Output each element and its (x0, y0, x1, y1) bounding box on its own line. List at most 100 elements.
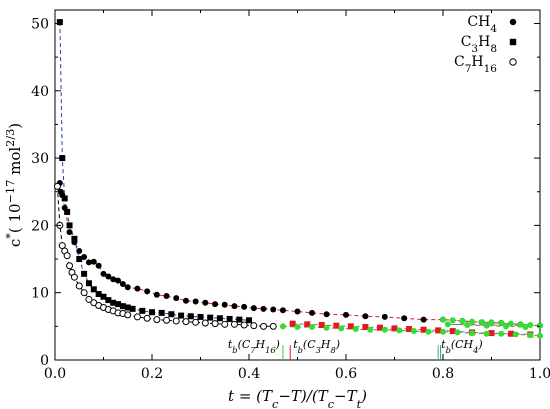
data-point-0 (260, 305, 267, 312)
data-point-2 (192, 318, 200, 326)
extra-point-1 (347, 323, 354, 330)
data-point-0 (90, 258, 97, 265)
data-point-0 (76, 247, 83, 254)
extra-point-0 (527, 322, 534, 328)
data-point-1 (85, 280, 92, 287)
data-point-2 (172, 317, 180, 325)
extra-point-2 (527, 332, 534, 339)
data-point-2 (66, 262, 74, 270)
threshold-lines (282, 345, 442, 360)
data-point-0 (81, 254, 88, 261)
extra-point-1 (304, 321, 311, 328)
extra-point-0 (498, 319, 505, 326)
extra-point-0 (459, 317, 466, 324)
data-point-0 (192, 298, 199, 305)
data-point-1 (81, 270, 88, 277)
extra-point-0 (449, 317, 456, 324)
data-point-1 (119, 303, 126, 310)
extra-point-2 (483, 330, 490, 337)
extra-point-2 (309, 324, 316, 331)
data-point-1 (59, 155, 66, 162)
data-point-2 (53, 182, 61, 190)
data-point-1 (149, 309, 155, 316)
data-point-0 (173, 295, 180, 302)
data-point-2 (230, 320, 238, 328)
extra-point-0 (522, 324, 529, 331)
extra-point-2 (537, 332, 543, 339)
x-tick-label: 0.0 (44, 366, 66, 382)
data-point-1 (66, 222, 73, 229)
data-point-1 (168, 311, 175, 318)
data-point-1 (216, 315, 223, 322)
legend-marker-2 (509, 58, 517, 66)
extra-point-2 (294, 324, 301, 331)
data-point-0 (163, 293, 170, 300)
data-point-1 (197, 313, 204, 320)
data-point-2 (153, 316, 161, 324)
threshold-label-0: tb(C7H16) (228, 338, 280, 355)
extra-point-2 (279, 323, 286, 330)
data-point-2 (85, 295, 93, 303)
data-point-1 (207, 314, 214, 321)
data-point-2 (260, 322, 268, 330)
data-point-0 (100, 270, 107, 277)
data-point-0 (362, 313, 369, 320)
data-point-1 (61, 195, 68, 202)
data-point-0 (85, 259, 92, 266)
extra-point-1 (391, 325, 398, 332)
extra-point-0 (488, 319, 495, 326)
extra-point-1 (435, 327, 442, 334)
extra-point-1 (488, 330, 495, 337)
data-point-1 (76, 256, 83, 263)
data-point-0 (294, 308, 301, 315)
data-point-1 (64, 208, 71, 215)
x-tick-label: 0.4 (238, 366, 260, 382)
data-point-0 (66, 229, 73, 236)
extra-point-2 (440, 328, 446, 335)
y-tick-label: 20 (31, 218, 49, 234)
data-point-0 (119, 280, 126, 287)
x-tick-label: 0.2 (141, 366, 163, 382)
data-point-2 (163, 316, 171, 324)
data-point-1 (158, 309, 165, 316)
extra-point-1 (507, 330, 514, 337)
extra-point-0 (464, 322, 471, 328)
data-point-2 (221, 320, 229, 328)
extra-point-2 (469, 330, 476, 337)
extra-point-2 (425, 328, 432, 335)
extra-point-2 (454, 329, 461, 336)
data-point-2 (250, 322, 258, 330)
data-point-1 (124, 304, 131, 311)
data-point-2 (269, 322, 277, 330)
extra-point-0 (469, 318, 476, 325)
data-point-0 (381, 313, 388, 320)
fit-curve-1 (59, 22, 250, 321)
extra-point-2 (381, 326, 388, 333)
data-point-2 (182, 318, 190, 326)
data-point-1 (71, 235, 78, 242)
extra-point-0 (440, 316, 446, 323)
data-point-1 (90, 286, 97, 293)
data-point-2 (80, 289, 88, 297)
y-tick-label: 0 (40, 353, 49, 369)
data-point-1 (178, 312, 185, 319)
threshold-label-2: tb(CH4) (441, 338, 483, 355)
data-point-0 (231, 303, 238, 310)
extra-point-1 (376, 324, 383, 331)
data-point-0 (134, 285, 141, 292)
extra-point-1 (362, 324, 369, 331)
data-point-0 (182, 297, 189, 304)
extra-point-1 (289, 320, 296, 327)
axis-ticks: 0.0 0.2 0.4 0.6 0.8 1.0 0 10 20 30 40 50 (31, 10, 550, 382)
data-point-0 (95, 262, 102, 269)
extra-point-1 (318, 322, 325, 328)
data-point-2 (63, 252, 71, 260)
data-point-1 (115, 301, 122, 308)
data-point-0 (105, 273, 112, 280)
data-point-1 (129, 305, 136, 312)
data-point-1 (246, 317, 252, 324)
data-point-0 (420, 316, 427, 323)
data-point-0 (323, 311, 330, 318)
